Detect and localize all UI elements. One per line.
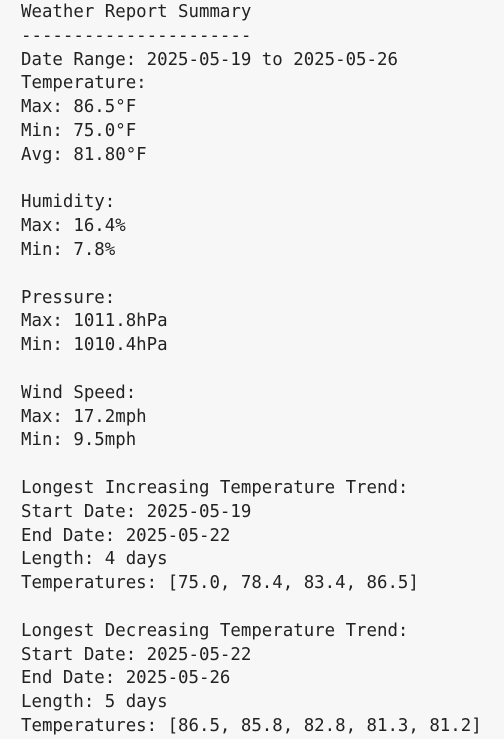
blank-line bbox=[21, 263, 504, 287]
blank-line bbox=[21, 596, 504, 620]
section-heading: Pressure: bbox=[21, 287, 116, 308]
section-line: Start Date: 2025-05-22 bbox=[21, 644, 252, 665]
section-line: Min: 7.8% bbox=[21, 239, 116, 260]
section-line: Length: 4 days bbox=[21, 549, 168, 570]
blank-line bbox=[21, 453, 504, 477]
section-heading: Longest Increasing Temperature Trend: bbox=[21, 477, 409, 498]
section-line: Start Date: 2025-05-19 bbox=[21, 501, 252, 522]
section-line: Temperatures: [75.0, 78.4, 83.4, 86.5] bbox=[21, 573, 419, 594]
date-range: Date Range: 2025-05-19 to 2025-05-26 bbox=[21, 49, 398, 70]
report-title: Weather Report Summary bbox=[21, 2, 252, 22]
section-line: Max: 1011.8hPa bbox=[21, 311, 168, 332]
section-line: End Date: 2025-05-22 bbox=[21, 525, 231, 546]
section-line: Min: 75.0°F bbox=[21, 120, 137, 141]
section-heading: Wind Speed: bbox=[21, 382, 137, 403]
section-line: Min: 9.5mph bbox=[21, 430, 137, 451]
section-line: End Date: 2025-05-26 bbox=[21, 668, 231, 689]
section-heading: Humidity: bbox=[21, 192, 116, 213]
separator: ---------------------- bbox=[21, 25, 252, 46]
section-heading: Longest Decreasing Temperature Trend: bbox=[21, 620, 409, 641]
blank-line bbox=[21, 358, 504, 382]
section-line: Temperatures: [86.5, 85.8, 82.8, 81.3, 8… bbox=[21, 715, 482, 736]
section-heading: Temperature: bbox=[21, 73, 147, 94]
blank-line bbox=[21, 168, 504, 192]
section-line: Avg: 81.80°F bbox=[21, 144, 147, 165]
section-line: Min: 1010.4hPa bbox=[21, 335, 168, 356]
section-line: Max: 16.4% bbox=[21, 216, 126, 237]
section-line: Max: 86.5°F bbox=[21, 97, 137, 118]
section-line: Length: 5 days bbox=[21, 692, 168, 713]
section-line: Max: 17.2mph bbox=[21, 406, 147, 427]
